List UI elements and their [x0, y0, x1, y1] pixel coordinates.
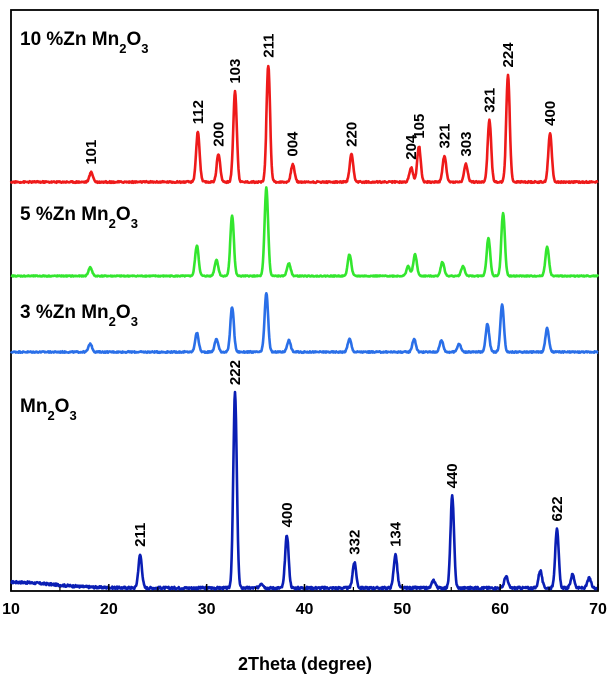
peak-label: 321: [481, 88, 498, 113]
series-2: 5 %Zn Mn2O3: [10, 186, 600, 278]
series-label-part: O: [126, 29, 141, 50]
series-label-part: 2: [119, 41, 126, 56]
peak-label: 303: [458, 132, 475, 157]
series-line-0: [10, 390, 599, 591]
series-label-part: 2: [109, 216, 116, 231]
series-label-part: O: [116, 204, 131, 225]
peak-label: 004: [285, 131, 302, 157]
series-label-part: 2: [109, 314, 116, 329]
peak-label: 200: [210, 122, 227, 147]
series-label-part: 10 %Zn Mn: [20, 29, 119, 50]
series-1: 3 %Zn Mn2O3: [9, 292, 599, 354]
peak-label: 211: [132, 523, 149, 547]
series-line-2: [10, 186, 600, 278]
peak-label: 204: [403, 134, 420, 160]
peak-label: 400: [279, 502, 296, 527]
x-tick-label: 30: [198, 601, 216, 618]
series-label-part: 3: [69, 408, 76, 423]
series-label-part: 3: [131, 314, 138, 329]
x-tick-label: 70: [589, 601, 607, 618]
series-label-1: 3 %Zn Mn2O3: [20, 302, 138, 329]
peak-label: 112: [190, 100, 207, 124]
peak-label: 103: [227, 59, 244, 84]
series-label-part: Mn: [20, 396, 47, 417]
series-label-2: 5 %Zn Mn2O3: [20, 204, 138, 231]
peak-label: 134: [388, 521, 405, 547]
peak-label: 105: [411, 114, 428, 139]
peak-label: 224: [500, 42, 517, 68]
series-label-part: 3: [131, 216, 138, 231]
peak-label: 440: [444, 463, 461, 488]
peak-label: 220: [344, 122, 361, 147]
series-label-part: O: [116, 302, 131, 323]
x-ticks: 10 20 30 40 50 60 70: [2, 584, 607, 618]
series-label-part: O: [55, 396, 70, 417]
series-0: Mn2O3 211 222 400 332 134 440 622: [10, 360, 599, 591]
series-label-part: 5 %Zn Mn: [20, 204, 109, 225]
x-tick-label: 50: [393, 601, 411, 618]
peak-label: 222: [227, 360, 244, 385]
series-label-part: 3: [141, 41, 148, 56]
peak-label: 321: [436, 123, 453, 148]
peak-label: 332: [346, 530, 363, 555]
series-line-1: [9, 292, 599, 354]
series-label-3: 10 %Zn Mn2O3: [20, 29, 148, 56]
peak-label: 622: [549, 496, 566, 521]
series-line-3: [9, 64, 599, 185]
peak-label: 400: [542, 101, 559, 126]
peak-label: 211: [260, 33, 277, 57]
peak-label: 101: [83, 140, 100, 165]
x-tick-label: 60: [491, 601, 509, 618]
x-tick-label: 40: [296, 601, 314, 618]
series-label-0: Mn2O3: [20, 396, 77, 423]
x-tick-label: 20: [100, 601, 118, 618]
x-axis-title: 2Theta (degree): [238, 654, 372, 674]
x-tick-label: 10: [2, 601, 20, 618]
series-label-part: 2: [47, 408, 54, 423]
series-label-part: 3 %Zn Mn: [20, 302, 109, 323]
